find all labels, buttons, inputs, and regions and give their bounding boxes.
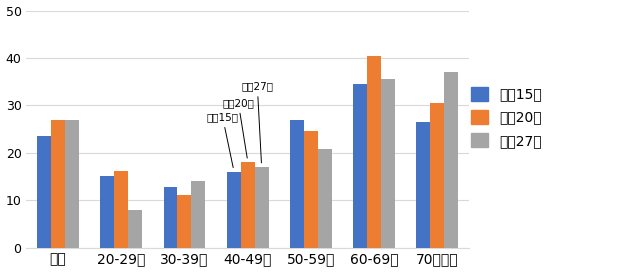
Bar <box>128 210 142 248</box>
Bar <box>304 131 318 248</box>
Bar <box>51 120 65 248</box>
Bar <box>65 120 79 248</box>
Bar <box>255 167 269 248</box>
Bar <box>290 120 304 248</box>
Bar <box>318 149 332 248</box>
Bar <box>37 136 51 248</box>
Bar <box>241 162 255 248</box>
Bar <box>367 55 381 248</box>
Bar <box>417 122 430 248</box>
Legend: 平成15年, 平成20年, 平成27年: 平成15年, 平成20年, 平成27年 <box>471 87 541 148</box>
Bar <box>227 172 241 248</box>
Bar <box>444 72 458 248</box>
Text: 平成20年: 平成20年 <box>222 98 254 158</box>
Bar <box>115 171 128 248</box>
Text: 平成15年: 平成15年 <box>207 112 239 168</box>
Bar <box>100 177 115 248</box>
Bar <box>430 103 444 248</box>
Bar <box>191 181 205 248</box>
Bar <box>353 84 367 248</box>
Bar <box>177 196 191 248</box>
Bar <box>164 187 177 248</box>
Text: 平成27年: 平成27年 <box>241 81 273 163</box>
Bar <box>381 79 395 248</box>
